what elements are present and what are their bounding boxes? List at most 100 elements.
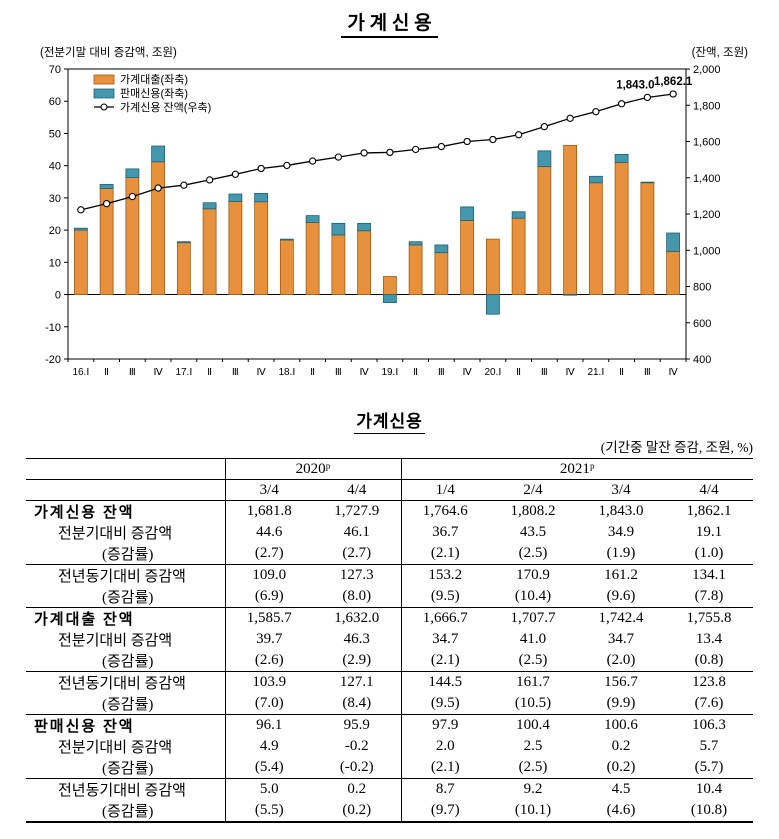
left-axis-label: 0 bbox=[55, 290, 61, 302]
table-row: 판매신용 잔액 96.1 95.9 97.9 100.4 100.6 106.3 bbox=[26, 714, 753, 736]
value-cell: (9.7) bbox=[400, 800, 489, 822]
table-row: (증감률) (5.4) (-0.2) (2.1) (2.5) (0.2) (5.7) bbox=[26, 757, 753, 779]
row-label: 전년동기대비 증감액 bbox=[58, 783, 186, 799]
bar-merchandise-credit bbox=[408, 241, 423, 246]
bar-household-loan bbox=[305, 221, 320, 295]
left-axis-caption: (전분기말 대비 증감액, 조원) bbox=[40, 47, 177, 59]
value-cell: 109.0 bbox=[224, 564, 313, 586]
page-title-wrap: 가 계 신 용 bbox=[0, 8, 779, 38]
row-label: (증감률) bbox=[26, 757, 225, 779]
x-axis-category-label: Ⅲ bbox=[129, 367, 136, 378]
left-axis-label: -20 bbox=[45, 354, 61, 366]
value-cell: 0.2 bbox=[347, 781, 367, 797]
value-cell: 134.1 bbox=[692, 567, 726, 583]
bar-merchandise-credit bbox=[588, 175, 603, 184]
quarter-header: 1/4 bbox=[400, 479, 489, 501]
balance-marker bbox=[257, 164, 265, 173]
value-cell: (10.1) bbox=[514, 802, 552, 818]
table-header-quarters: 3/4 4/4 1/4 2/4 3/4 4/4 bbox=[26, 479, 753, 501]
axis-captions: (전분기말 대비 증감액, 조원) (잔액, 조원) bbox=[26, 42, 748, 61]
value-cell: 96.1 bbox=[224, 714, 313, 736]
right-axis-label: 1,800 bbox=[693, 100, 721, 112]
value-cell: (2.7) bbox=[224, 543, 313, 565]
balance-marker bbox=[643, 93, 652, 102]
table-title-wrap: 가계신용 bbox=[0, 407, 779, 434]
value-cell: (-0.2) bbox=[313, 757, 401, 779]
x-axis-category-label: 16.Ⅰ bbox=[72, 367, 89, 378]
bar-household-loan bbox=[640, 182, 655, 295]
row-label: (증감률) bbox=[26, 586, 225, 608]
value-cell: 4.9 bbox=[224, 736, 313, 757]
col-group-2020: 2020ᵖ bbox=[224, 458, 401, 480]
value-cell: 100.6 bbox=[604, 717, 638, 733]
balance-marker bbox=[77, 206, 85, 214]
value-cell: 103.9 bbox=[224, 671, 313, 693]
row-label: 전분기대비 증감액 bbox=[58, 526, 173, 542]
row-label: 전년동기대비 증감액 bbox=[58, 676, 186, 692]
bar-merchandise-credit bbox=[305, 215, 320, 223]
value-cell: (7.0) bbox=[224, 693, 313, 715]
value-cell: 1,707.7 bbox=[510, 610, 556, 626]
bar-household-loan bbox=[588, 182, 603, 295]
value-cell: 127.3 bbox=[339, 567, 374, 583]
value-cell: (5.5) bbox=[224, 800, 313, 822]
balance-marker bbox=[617, 100, 626, 108]
right-axis-label: 800 bbox=[693, 282, 711, 294]
value-cell: (2.5) bbox=[489, 543, 577, 565]
table-title: 가계신용 bbox=[354, 407, 425, 434]
right-axis-label: 2,000 bbox=[693, 64, 721, 76]
balance-marker bbox=[540, 123, 549, 131]
table-row: 전분기대비 증감액 4.9 -0.2 2.0 2.5 0.2 5.7 bbox=[26, 736, 753, 757]
value-cell: 34.7 bbox=[400, 629, 489, 650]
x-axis-category-label: 20.Ⅰ bbox=[484, 367, 501, 378]
value-cell: 41.0 bbox=[519, 631, 547, 647]
right-axis-label: 1,600 bbox=[693, 137, 721, 149]
value-cell: (1.0) bbox=[665, 543, 753, 565]
balance-marker bbox=[411, 145, 420, 154]
balance-marker bbox=[669, 90, 677, 98]
bar-household-loan bbox=[666, 250, 681, 295]
legend-label-credit: 판매신용(좌축) bbox=[120, 87, 188, 100]
x-axis-category-label: Ⅳ bbox=[463, 367, 473, 378]
bar-merchandise-credit bbox=[666, 232, 681, 252]
value-cell: (9.6) bbox=[577, 586, 665, 608]
bar-merchandise-credit bbox=[202, 202, 217, 210]
balance-marker bbox=[154, 184, 162, 192]
x-axis-category-label: 17.Ⅰ bbox=[175, 367, 192, 378]
bar-household-loan bbox=[485, 238, 500, 295]
bar-merchandise-credit bbox=[563, 294, 578, 296]
balance-marker bbox=[308, 157, 317, 165]
balance-annotation: 1,862.1 bbox=[654, 76, 693, 88]
value-cell: 2.5 bbox=[523, 738, 543, 754]
bar-household-loan bbox=[460, 220, 475, 295]
value-cell: (5.7) bbox=[665, 757, 753, 779]
value-cell: (9.5) bbox=[400, 693, 489, 715]
table-row: 전년동기대비 증감액 103.9 127.1 144.5 161.7 156.7 123.8 bbox=[26, 671, 753, 693]
row-label: (증감률) bbox=[102, 804, 154, 820]
balance-marker bbox=[334, 153, 343, 161]
quarter-header: 2/4 bbox=[489, 479, 577, 501]
value-cell: (4.6) bbox=[606, 802, 636, 818]
plot-border bbox=[67, 68, 687, 360]
balance-marker bbox=[566, 114, 574, 122]
value-cell: 144.5 bbox=[400, 671, 489, 693]
bar-merchandise-credit bbox=[460, 206, 475, 221]
bar-merchandise-credit bbox=[331, 222, 346, 236]
value-cell: (9.5) bbox=[400, 586, 489, 608]
value-cell: (2.7) bbox=[313, 543, 401, 565]
value-cell: 19.1 bbox=[695, 524, 723, 540]
bar-household-loan bbox=[331, 234, 346, 295]
value-cell: (9.9) bbox=[577, 693, 665, 715]
x-axis-category-label: Ⅱ bbox=[619, 367, 624, 378]
value-cell: 43.5 bbox=[519, 524, 547, 540]
legend-marker-balance bbox=[100, 103, 108, 111]
value-cell: 1,755.8 bbox=[686, 610, 732, 626]
value-cell: 123.8 bbox=[692, 674, 726, 690]
value-cell: (2.1) bbox=[400, 650, 489, 672]
quarter-header: 4/4 bbox=[665, 479, 753, 501]
value-cell: 5.0 bbox=[224, 778, 313, 800]
value-cell: 4.5 bbox=[611, 781, 631, 797]
value-cell: (2.5) bbox=[489, 757, 577, 779]
balance-marker bbox=[437, 142, 446, 151]
